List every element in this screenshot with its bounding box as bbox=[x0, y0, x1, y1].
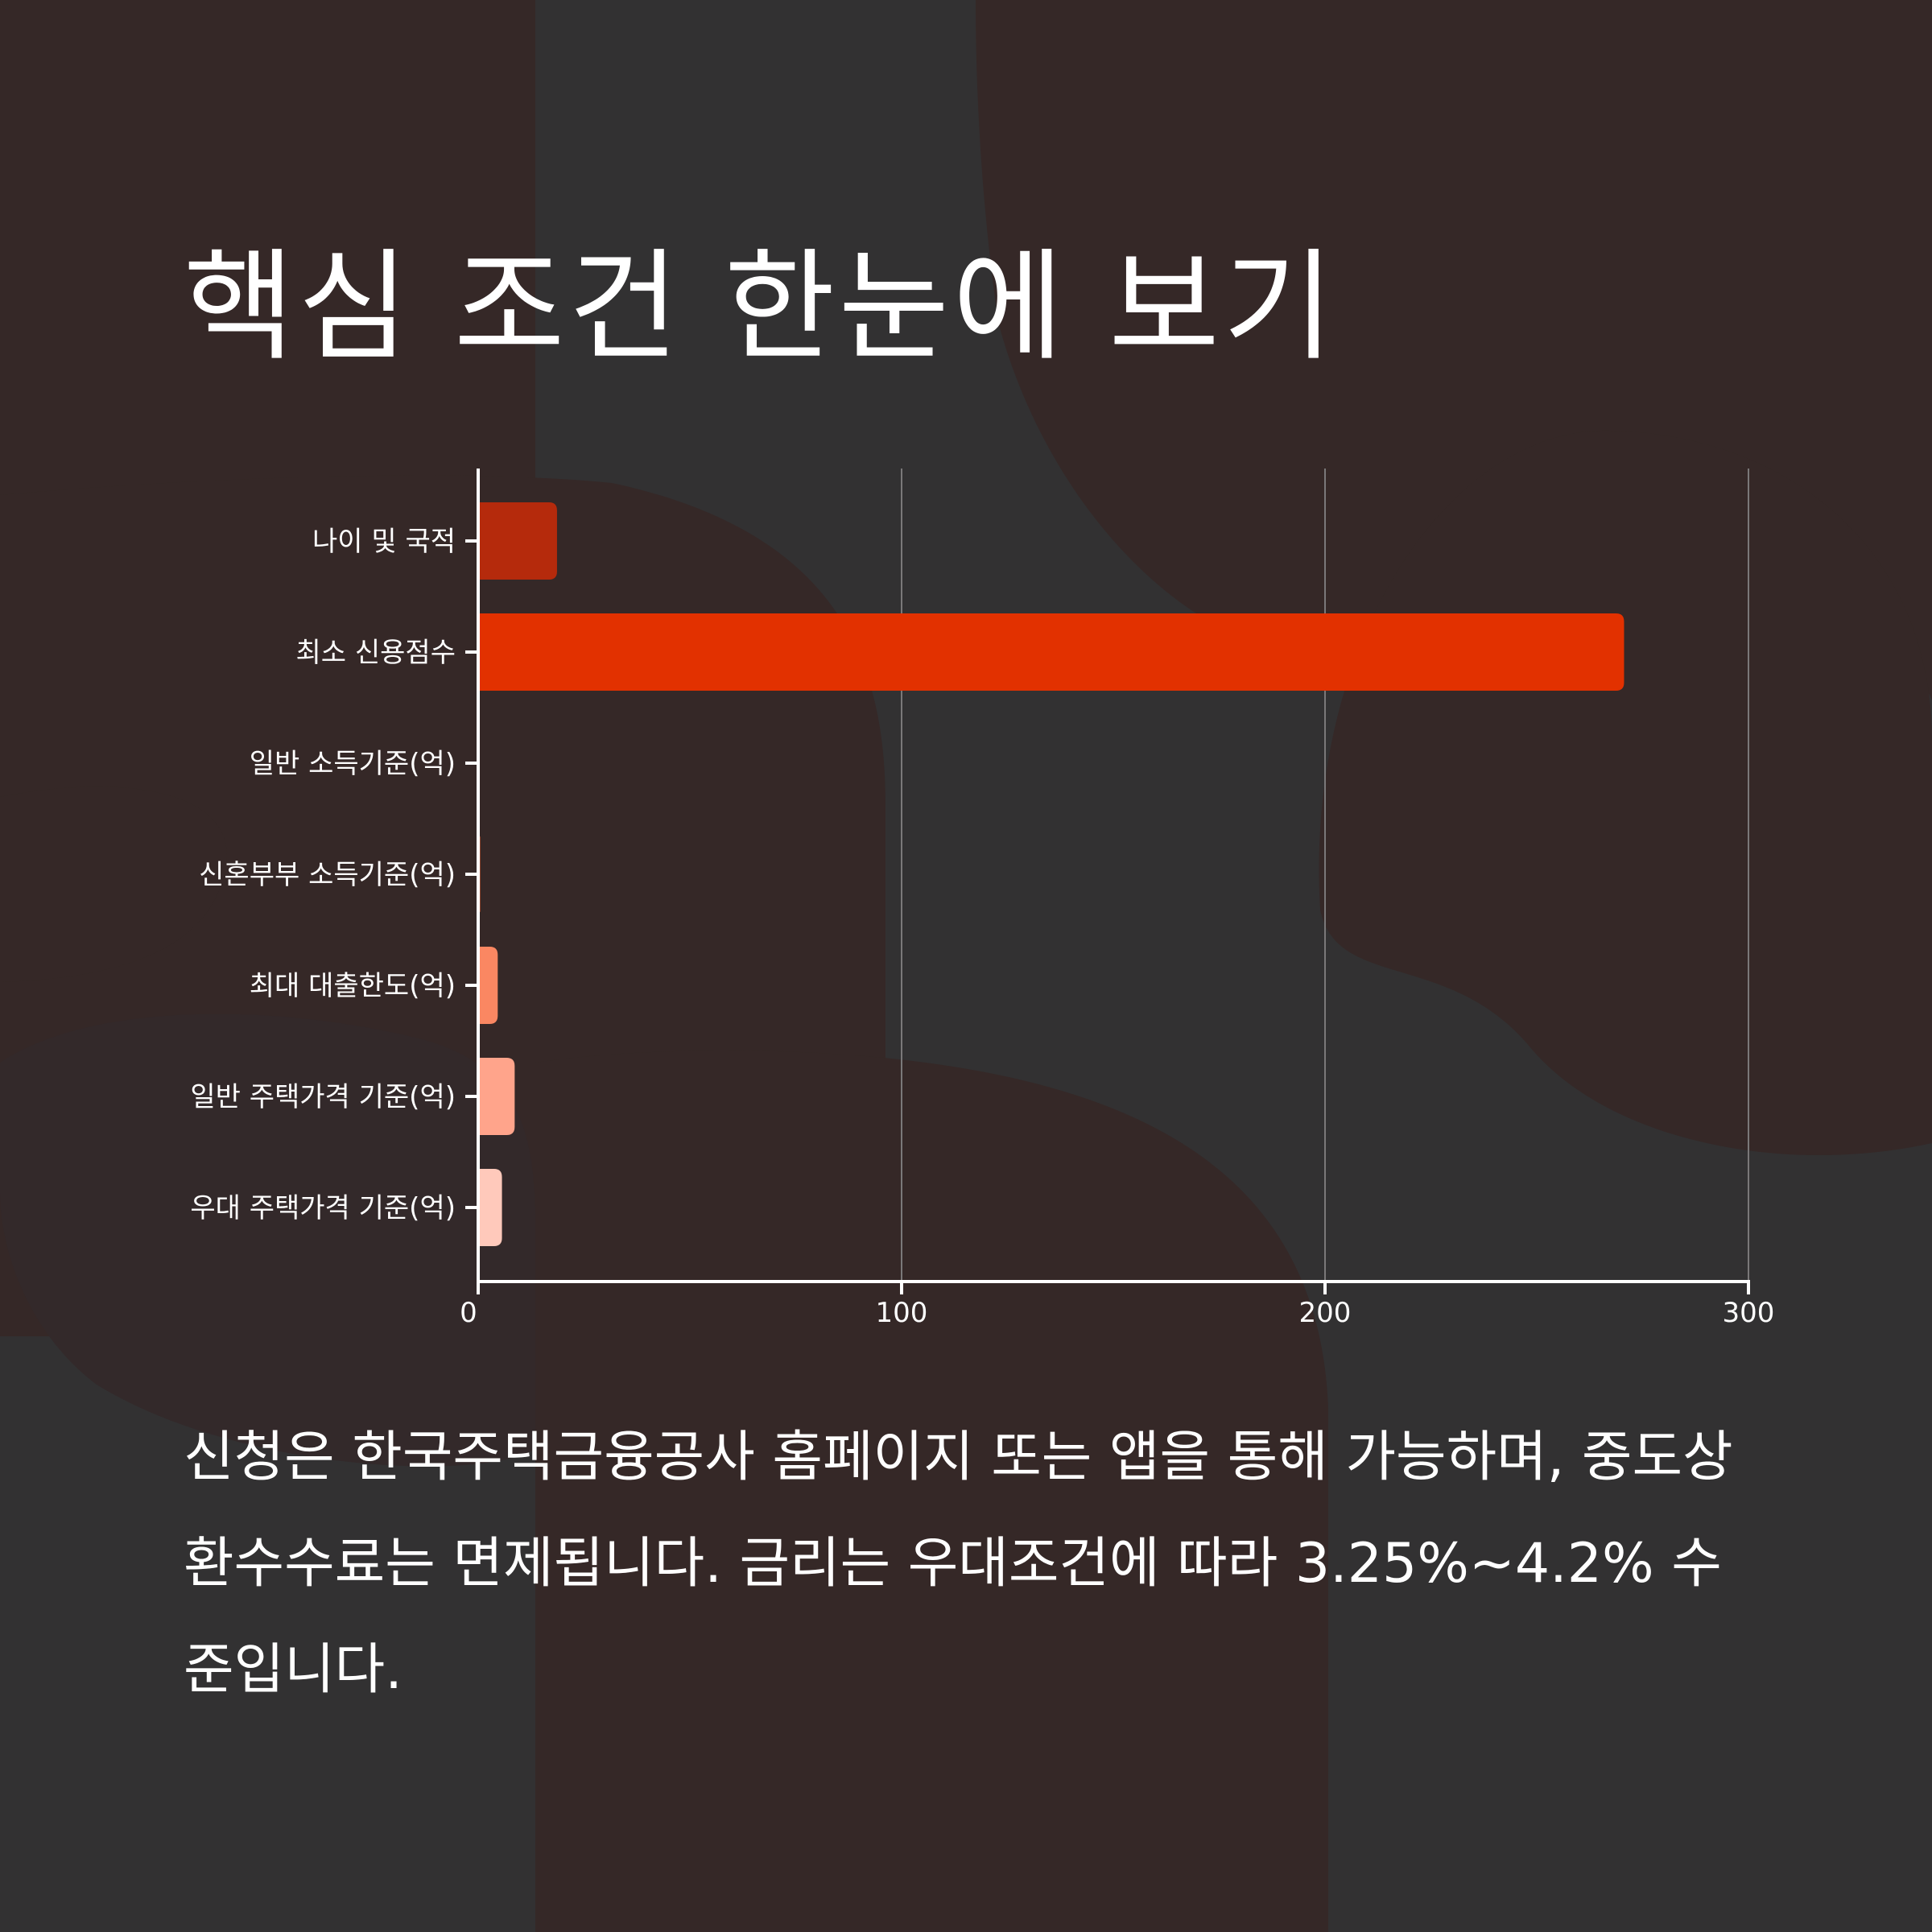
category-label-3: 신혼부부 소득기준(억) bbox=[199, 859, 456, 891]
category-label-2: 일반 소득기준(억) bbox=[250, 748, 456, 780]
description-text: 신청은 한국주택금융공사 홈페이지 또는 앱을 통해 가능하며, 중도상환수수료… bbox=[184, 1426, 1733, 1702]
category-label-5: 일반 주택가격 기준(억) bbox=[190, 1081, 456, 1113]
x-tick-label-2: 200 bbox=[1299, 1297, 1352, 1329]
bar-0 bbox=[477, 502, 557, 580]
bar-1 bbox=[477, 613, 1624, 691]
bg-shape-right-blob bbox=[1319, 430, 1932, 1155]
x-tick-label-0: 0 bbox=[460, 1297, 477, 1329]
x-tick-label-1: 100 bbox=[876, 1297, 928, 1329]
category-label-0: 나이 및 국적 bbox=[312, 526, 456, 558]
bg-shape-lower-left bbox=[0, 1013, 535, 1467]
x-tick-label-3: 300 bbox=[1723, 1297, 1775, 1329]
category-label-4: 최대 대출한도(억) bbox=[250, 970, 456, 1002]
bar-4 bbox=[477, 947, 498, 1024]
page-title: 핵심 조건 한눈에 보기 bbox=[184, 237, 1338, 378]
bar-5 bbox=[477, 1058, 515, 1135]
category-label-6: 우대 주택가격 기준(억) bbox=[190, 1192, 456, 1224]
bg-shape-bottom bbox=[535, 1051, 1328, 1932]
bar-6 bbox=[477, 1169, 502, 1246]
category-label-1: 최소 신용점수 bbox=[296, 637, 456, 669]
